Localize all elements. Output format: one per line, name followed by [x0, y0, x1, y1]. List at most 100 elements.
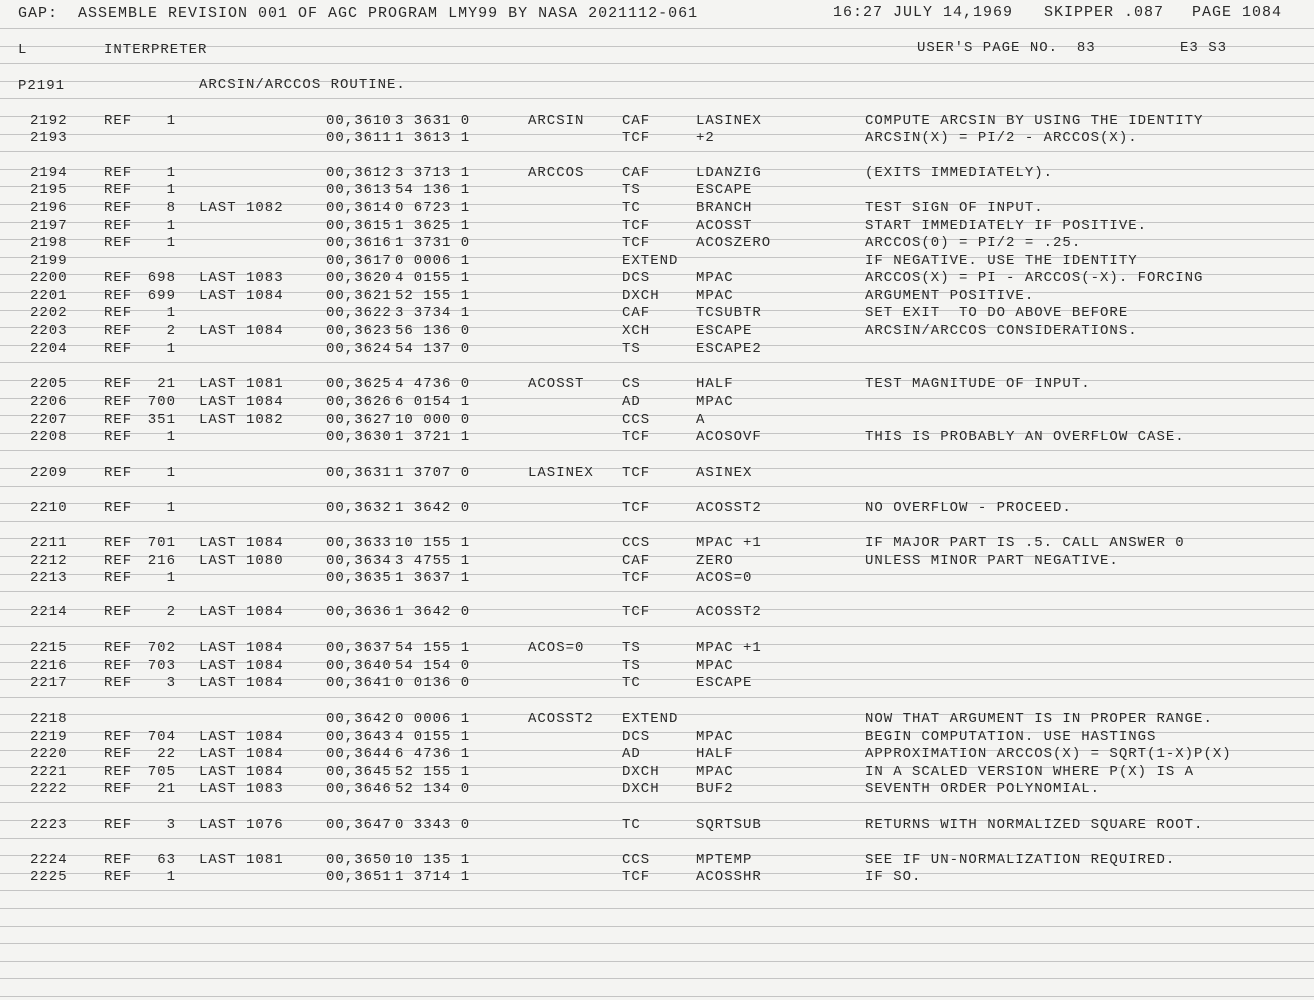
ref-label: REF	[104, 465, 133, 481]
ref-label: REF	[104, 376, 133, 392]
operand: MPAC	[696, 394, 734, 410]
address: 00,3613	[326, 182, 392, 198]
opcode: TCF	[622, 570, 651, 586]
address: 00,3622	[326, 305, 392, 321]
ref-count: 1	[166, 570, 176, 586]
routine-title: ARCSIN/ARCCOS ROUTINE.	[199, 77, 406, 93]
ref-label: REF	[104, 781, 133, 797]
ruled-line	[0, 98, 1314, 99]
operand: ACOSOVF	[696, 429, 762, 445]
ref-label: REF	[104, 394, 133, 410]
address: 00,3647	[326, 817, 392, 833]
line-number: 2193	[30, 130, 68, 146]
ref-count: 2	[166, 323, 176, 339]
ruled-line	[0, 626, 1314, 627]
address: 00,3624	[326, 341, 392, 357]
line-number: 2224	[30, 852, 68, 868]
ruled-line	[0, 433, 1314, 434]
line-number: 2210	[30, 500, 68, 516]
opcode: EXTEND	[622, 253, 679, 269]
line-number: 2200	[30, 270, 68, 286]
opcode: CAF	[622, 113, 651, 129]
line-number: 2197	[30, 218, 68, 234]
opcode: AD	[622, 746, 641, 762]
machine-code: 54 137 0	[395, 341, 471, 357]
ref-count: 1	[166, 113, 176, 129]
line-number: 2201	[30, 288, 68, 304]
operand: ACOSST	[696, 218, 753, 234]
ref-count: 1	[166, 165, 176, 181]
line-number: 2202	[30, 305, 68, 321]
ref-label: REF	[104, 640, 133, 656]
ruled-line	[0, 802, 1314, 803]
machine-code: 6 4736 1	[395, 746, 471, 762]
ruled-line	[0, 310, 1314, 311]
ref-count: 1	[166, 500, 176, 516]
ruled-line	[0, 450, 1314, 451]
opcode: CCS	[622, 535, 651, 551]
ref-count: 702	[147, 640, 176, 656]
ruled-line	[0, 486, 1314, 487]
machine-code: 1 3714 1	[395, 869, 471, 885]
ruled-line	[0, 345, 1314, 346]
opcode: CAF	[622, 165, 651, 181]
line-number: 2213	[30, 570, 68, 586]
operand: MPAC	[696, 729, 734, 745]
machine-code: 54 136 1	[395, 182, 471, 198]
label: ACOSST2	[528, 711, 594, 727]
comment: THIS IS PROBABLY AN OVERFLOW CASE.	[865, 429, 1185, 445]
ref-label: REF	[104, 305, 133, 321]
opcode: TCF	[622, 235, 651, 251]
line-number: 2206	[30, 394, 68, 410]
ruled-line	[0, 644, 1314, 645]
ref-label: REF	[104, 746, 133, 762]
operand: LASINEX	[696, 113, 762, 129]
page-number: PAGE 1084	[1192, 4, 1283, 21]
ruled-line	[0, 28, 1314, 29]
opcode: TS	[622, 658, 641, 674]
machine-code: 6 0154 1	[395, 394, 471, 410]
line-number: 2215	[30, 640, 68, 656]
last-ref: LAST 1084	[199, 675, 284, 691]
ref-count: 63	[157, 852, 176, 868]
line-number: 2225	[30, 869, 68, 885]
machine-code: 1 3642 0	[395, 500, 471, 516]
address: 00,3632	[326, 500, 392, 516]
ruled-line	[0, 785, 1314, 786]
line-number: 2222	[30, 781, 68, 797]
address: 00,3646	[326, 781, 392, 797]
ref-count: 698	[147, 270, 176, 286]
line-number: 2218	[30, 711, 68, 727]
ref-label: REF	[104, 200, 133, 216]
label: LASINEX	[528, 465, 594, 481]
comment: ARCCOS(X) = PI - ARCCOS(-X). FORCING	[865, 270, 1204, 286]
ref-count: 1	[166, 218, 176, 234]
last-ref: LAST 1084	[199, 604, 284, 620]
ruled-line	[0, 116, 1314, 117]
comment: UNLESS MINOR PART NEGATIVE.	[865, 553, 1119, 569]
opcode: TS	[622, 182, 641, 198]
opcode: DXCH	[622, 288, 660, 304]
address: 00,3612	[326, 165, 392, 181]
ref-count: 699	[147, 288, 176, 304]
address: 00,3623	[326, 323, 392, 339]
opcode: AD	[622, 394, 641, 410]
machine-code: 52 155 1	[395, 288, 471, 304]
ref-count: 701	[147, 535, 176, 551]
line-number: 2199	[30, 253, 68, 269]
ruled-line	[0, 978, 1314, 979]
machine-code: 3 4755 1	[395, 553, 471, 569]
operand: SQRTSUB	[696, 817, 762, 833]
ref-count: 351	[147, 412, 176, 428]
last-ref: LAST 1081	[199, 376, 284, 392]
address: 00,3634	[326, 553, 392, 569]
ruled-line	[0, 46, 1314, 47]
ruled-line	[0, 274, 1314, 275]
ref-count: 22	[157, 746, 176, 762]
address: 00,3615	[326, 218, 392, 234]
line-number: 2217	[30, 675, 68, 691]
ruled-line	[0, 292, 1314, 293]
ruled-line	[0, 503, 1314, 504]
ruled-line	[0, 890, 1314, 891]
last-ref: LAST 1082	[199, 412, 284, 428]
